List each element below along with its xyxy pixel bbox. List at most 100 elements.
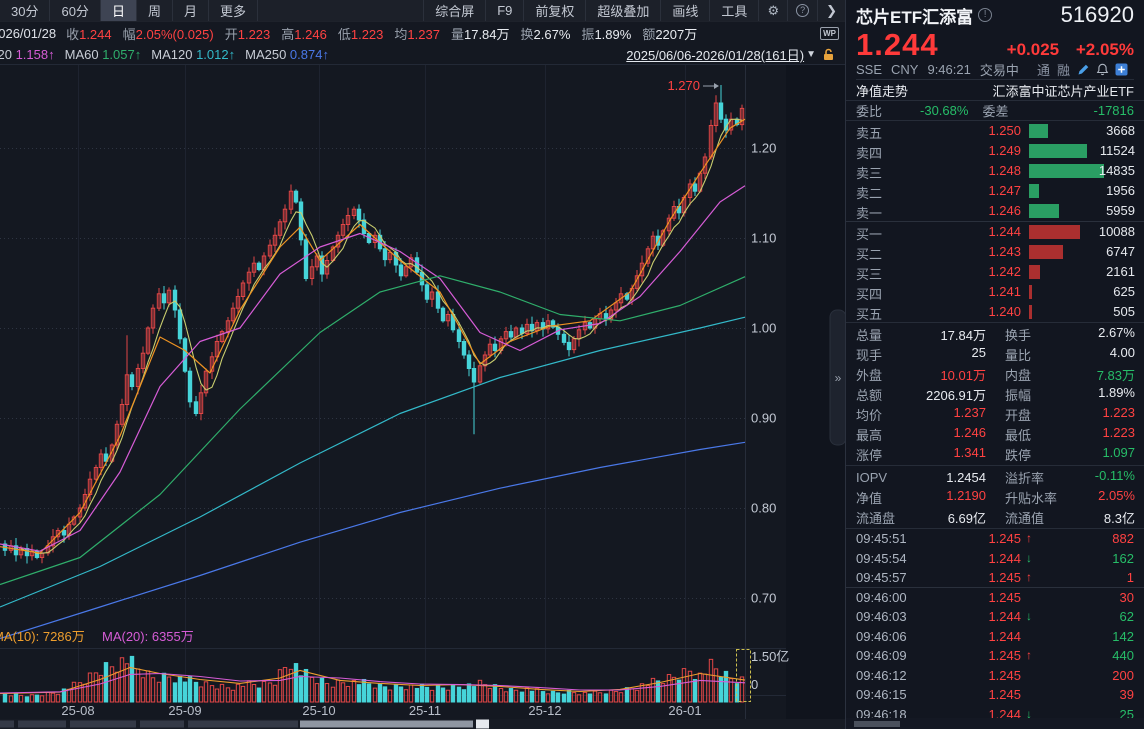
date-range[interactable]: 2025/06/06-2026/01/28(161日) (626, 48, 805, 63)
period-tab-更多[interactable]: 更多 (209, 0, 258, 21)
down-arrow-icon: ↓ (1026, 609, 1032, 623)
candle-body (414, 257, 420, 273)
order-level-买五[interactable]: 买五 1.240 505 (846, 302, 1144, 322)
level-volume: 6747 (1106, 244, 1135, 259)
date-range-control[interactable]: 2025/06/06-2026/01/28(161日) ▼ (626, 45, 845, 64)
collapse-panel-tab[interactable] (829, 309, 845, 446)
order-level-买二[interactable]: 买二 1.243 6747 (846, 242, 1144, 262)
candle-body (119, 404, 125, 425)
volume-bar (13, 693, 19, 703)
volume-bar (739, 676, 745, 703)
help-icon[interactable]: ? (787, 0, 817, 21)
tool-button-画线[interactable]: 画线 (660, 0, 709, 21)
trading-status: 交易中 (979, 63, 1019, 78)
candlestick-chart[interactable]: 1.20 1.10 1.00 0.90 0.80 0.70 1.50亿 0 25-08 25-09… (0, 65, 845, 729)
level-volume: 1956 (1106, 183, 1135, 198)
candle-body (161, 293, 167, 304)
order-level-买一[interactable]: 买一 1.244 10088 (846, 222, 1144, 242)
volume-bar (508, 688, 514, 703)
candle-body (235, 296, 241, 309)
info-field-value: 2.67% (533, 27, 571, 42)
volume-bar (424, 686, 430, 703)
info-field-label: 换 (520, 27, 534, 42)
info-field-label: 开 (224, 27, 238, 42)
period-tab-周[interactable]: 周 (137, 0, 173, 21)
add-icon[interactable] (1115, 63, 1128, 76)
candle-body (351, 208, 357, 216)
order-level-买四[interactable]: 买四 1.241 625 (846, 282, 1144, 302)
ma-value: 1.158↑ (15, 47, 55, 62)
wp-window-icon[interactable]: WP (820, 27, 839, 40)
stat-label: 振幅 (1005, 387, 1032, 403)
volume-bar (650, 677, 656, 703)
scrollbar-active-range[interactable] (300, 720, 473, 728)
book-divider (846, 221, 1144, 222)
panel-scrollbar[interactable] (846, 718, 1144, 729)
candle-body (408, 257, 414, 268)
info-field-额: 额2207万 (642, 24, 697, 43)
order-level-卖二[interactable]: 卖二 1.247 1956 (846, 181, 1144, 201)
unlock-icon[interactable] (822, 48, 835, 61)
period-tab-日[interactable]: 日 (100, 0, 137, 21)
volume-bar (435, 685, 441, 703)
tool-button-工具[interactable]: 工具 (709, 0, 758, 21)
volume-bar (718, 676, 724, 703)
order-book: 卖五 1.250 3668 卖四 1.249 11524 卖三 1.248 14835 卖二 1.2… (846, 121, 1144, 322)
candle-body (288, 190, 294, 210)
settings-gear-icon[interactable]: ⚙ (758, 0, 787, 21)
volume-bar (513, 689, 519, 703)
volume-bar (571, 692, 577, 703)
volume-bar (466, 683, 472, 703)
toolbar: 30分 60分日周月更多 综合屏 F9 前复权 超级叠加 画线 工具 ⚙? ❯ (0, 0, 845, 22)
volume-bar (419, 683, 425, 703)
depth-bar (1029, 245, 1064, 259)
volume-bar (166, 676, 172, 703)
tick-price: 1.244 (988, 609, 1021, 624)
candle-body (246, 271, 252, 284)
panel-scrollbar-thumb[interactable] (854, 721, 900, 727)
candle-body (639, 262, 645, 277)
trade-date: 2026/01/28 (0, 26, 57, 41)
period-tab-60分[interactable]: 60分 (50, 0, 101, 21)
info-field-label: 高 (281, 27, 295, 42)
level-price: 1.248 (988, 163, 1021, 178)
info-field-value: 1.89% (594, 27, 632, 42)
info-field-value: 2.05%(0.025) (135, 27, 214, 42)
scrollbar-handle[interactable] (476, 719, 489, 729)
info-bar: 2026/01/28收1.244幅2.05%(0.025)开1.223高1.24… (0, 22, 845, 45)
edit-icon[interactable] (1077, 63, 1090, 76)
period-tab-月[interactable]: 月 (173, 0, 209, 21)
info-field-value: 1.244 (79, 27, 112, 42)
depth-bar (1029, 164, 1104, 178)
stat-label: 外盘 (856, 367, 883, 383)
time-sales-list[interactable]: 09:45:51 1.245 ↑ 882 09:45:54 1.244 ↓ 162 09:45:… (846, 528, 1144, 718)
level-volume: 5959 (1106, 203, 1135, 218)
iopv-grid: IOPV 1.2454 溢折率 -0.11% 净值 1.2190 升贴水率 2.05% 流通盘 6… (846, 465, 1144, 528)
volume-bar (240, 685, 246, 703)
stat-label: 最低 (1005, 427, 1032, 443)
tool-button-综合屏[interactable]: 综合屏 (423, 0, 485, 21)
info-icon[interactable]: ! (978, 8, 993, 22)
alert-bell-icon[interactable] (1096, 63, 1109, 76)
nav-row[interactable]: 净值走势 汇添富中证芯片产业ETF (846, 80, 1144, 101)
period-tab-30分[interactable]: 30分 (0, 0, 51, 21)
stat-value: 7.83万 (1096, 367, 1135, 383)
volume-bar (377, 682, 383, 703)
order-level-卖一[interactable]: 卖一 1.246 5959 (846, 201, 1144, 221)
tool-button-F9[interactable]: F9 (485, 0, 523, 21)
volume-bar (639, 683, 645, 703)
chevron-down-icon[interactable]: ▼ (806, 49, 816, 60)
volume-bar (645, 685, 651, 703)
order-level-卖五[interactable]: 卖五 1.250 3668 (846, 121, 1144, 141)
volume-bar (393, 684, 399, 703)
tool-button-超级叠加[interactable]: 超级叠加 (585, 0, 660, 21)
order-level-买三[interactable]: 买三 1.242 2161 (846, 262, 1144, 282)
order-level-卖三[interactable]: 卖三 1.248 14835 (846, 161, 1144, 181)
stat-流通值: 流通值 8.3亿 (995, 508, 1144, 527)
expand-right-icon[interactable]: ❯ (817, 0, 845, 21)
level-label: 买二 (856, 247, 883, 262)
info-field-幅: 幅2.05%(0.025) (123, 24, 214, 43)
level-price: 1.249 (988, 143, 1021, 158)
tool-button-前复权[interactable]: 前复权 (523, 0, 585, 21)
order-level-卖四[interactable]: 卖四 1.249 11524 (846, 141, 1144, 161)
